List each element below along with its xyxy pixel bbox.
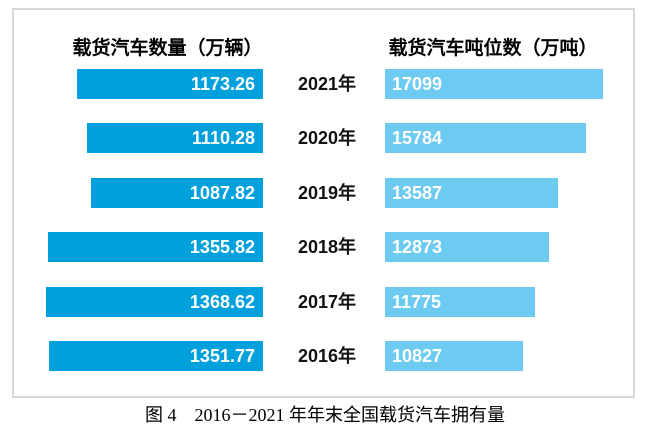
right-bar-2019: 13587 [385,177,559,208]
left-bar-2018: 1355.82 [48,232,263,263]
right-bar-2016: 10827 [385,341,524,371]
year-label-2016: 2016年 [297,346,357,366]
year-label-2018: 2018年 [297,237,357,258]
right-bar-2021: 17099 [385,69,603,99]
right-bar-2018: 12873 [385,232,550,263]
right-bar-2017: 11775 [385,286,536,317]
year-label-2020: 2020年 [297,128,357,149]
left-bar-2020: 1110.28 [86,123,263,154]
left-bar-2019: 1087.82 [90,177,263,208]
left-bar-2016: 1351.77 [48,341,263,371]
left-series-header: 载货汽车数量（万辆） [72,38,263,59]
left-bar-2021: 1173.26 [76,69,263,99]
figure-caption: 图 4 2016－2021 年年末全国载货汽车拥有量 [145,405,505,425]
year-label-2019: 2019年 [297,182,357,203]
right-series-header: 载货汽车吨位数（万吨） [388,38,598,59]
left-bar-2017: 1368.62 [46,286,263,317]
year-label-2021: 2021年 [297,74,357,94]
year-label-2017: 2017年 [297,291,357,312]
right-bar-2020: 15784 [385,123,587,154]
